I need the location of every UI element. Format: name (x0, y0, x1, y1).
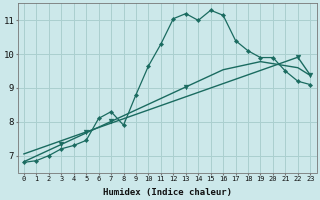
X-axis label: Humidex (Indice chaleur): Humidex (Indice chaleur) (103, 188, 232, 197)
